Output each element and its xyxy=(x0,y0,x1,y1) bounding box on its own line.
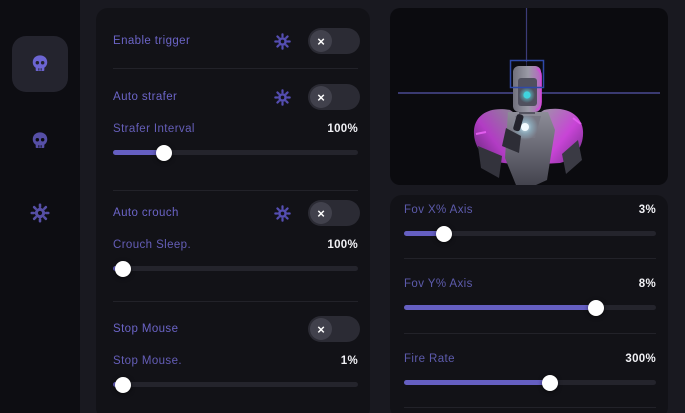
slider-track[interactable] xyxy=(404,374,656,391)
slider-label: Fov Y% Axis xyxy=(404,278,473,290)
divider xyxy=(113,68,358,69)
slider-fill xyxy=(113,144,173,161)
slider-value: 100% xyxy=(327,123,358,135)
head-box-overlay xyxy=(509,59,545,89)
settings-gear-button[interactable] xyxy=(272,87,292,107)
skull-icon xyxy=(32,55,48,71)
toggle-label: Auto crouch xyxy=(113,207,179,219)
gear-icon xyxy=(273,204,291,222)
slider-knob[interactable] xyxy=(587,299,604,316)
sidebar-item-triggerbot[interactable] xyxy=(12,113,68,169)
slider-label: Strafer Interval xyxy=(113,123,195,135)
settings-gear-button[interactable] xyxy=(272,203,292,223)
slider-crouch-sleep: Crouch Sleep. 100% xyxy=(113,238,358,277)
slider-value: 3% xyxy=(638,204,656,216)
slider-fill xyxy=(113,260,131,277)
slider-track[interactable] xyxy=(404,225,656,242)
skull-icon xyxy=(32,132,48,148)
toggle-label: Stop Mouse xyxy=(113,323,179,335)
slider-label: Stop Mouse. xyxy=(113,355,182,367)
toggle-switch-off[interactable]: × xyxy=(308,84,360,110)
toggle-knob-x-icon: × xyxy=(310,86,332,108)
slider-knob[interactable] xyxy=(156,144,173,161)
toggle-label: Auto strafer xyxy=(113,91,178,103)
divider xyxy=(404,333,656,334)
slider-strafer-interval: Strafer Interval 100% xyxy=(113,122,358,161)
toggle-switch-off[interactable]: × xyxy=(308,28,360,54)
divider xyxy=(404,407,656,408)
slider-label: Fire Rate xyxy=(404,353,455,365)
divider xyxy=(113,190,358,191)
slider-fire-rate: Fire Rate 300% xyxy=(404,352,656,391)
slider-track[interactable] xyxy=(404,299,656,316)
slider-value: 100% xyxy=(327,239,358,251)
toggle-knob-x-icon: × xyxy=(310,318,332,340)
slider-knob[interactable] xyxy=(436,225,453,242)
toggle-row-auto-crouch: Auto crouch × xyxy=(113,200,360,226)
sidebar-item-aimbot[interactable] xyxy=(12,36,68,92)
slider-knob[interactable] xyxy=(114,260,131,277)
slider-fill xyxy=(404,225,453,242)
toggle-switch-off[interactable]: × xyxy=(308,200,360,226)
toggle-knob-x-icon: × xyxy=(310,30,332,52)
slider-fov-x-axis: Fov X% Axis 3% xyxy=(404,203,656,242)
divider xyxy=(404,258,656,259)
sidebar xyxy=(0,0,80,413)
settings-gear-button[interactable] xyxy=(272,31,292,51)
slider-fill xyxy=(404,374,559,391)
slider-stop-mouse: Stop Mouse. 1% xyxy=(113,354,358,393)
slider-knob[interactable] xyxy=(542,374,559,391)
slider-track[interactable] xyxy=(113,260,358,277)
feature-settings-panel: Enable trigger × Auto strafer × Strafer … xyxy=(96,8,370,413)
slider-value: 300% xyxy=(625,353,656,365)
aim-preview-card xyxy=(390,8,668,185)
toggle-row-stop-mouse: Stop Mouse × xyxy=(113,316,360,342)
aim-settings-panel: Fov X% Axis 3% Fov Y% Axis 8% Fire Rate … xyxy=(390,195,668,413)
robot-model xyxy=(473,59,584,185)
slider-label: Crouch Sleep. xyxy=(113,239,192,251)
slider-fov-y-axis: Fov Y% Axis 8% xyxy=(404,277,656,316)
slider-fill xyxy=(404,299,604,316)
slider-track[interactable] xyxy=(113,376,358,393)
slider-value: 1% xyxy=(340,355,358,367)
toggle-row-auto-strafer: Auto strafer × xyxy=(113,84,360,110)
robot-preview-image xyxy=(398,8,660,185)
gear-icon xyxy=(273,88,291,106)
divider xyxy=(113,301,358,302)
slider-fill xyxy=(113,376,131,393)
sidebar-item-settings[interactable] xyxy=(12,185,68,241)
gear-icon xyxy=(30,203,50,223)
gear-icon xyxy=(273,32,291,50)
slider-value: 8% xyxy=(638,278,656,290)
toggle-row-enable-trigger: Enable trigger × xyxy=(113,28,360,54)
slider-knob[interactable] xyxy=(114,376,131,393)
toggle-knob-x-icon: × xyxy=(310,202,332,224)
toggle-switch-off[interactable]: × xyxy=(308,316,360,342)
slider-track[interactable] xyxy=(113,144,358,161)
toggle-label: Enable trigger xyxy=(113,35,191,47)
slider-label: Fov X% Axis xyxy=(404,204,473,216)
